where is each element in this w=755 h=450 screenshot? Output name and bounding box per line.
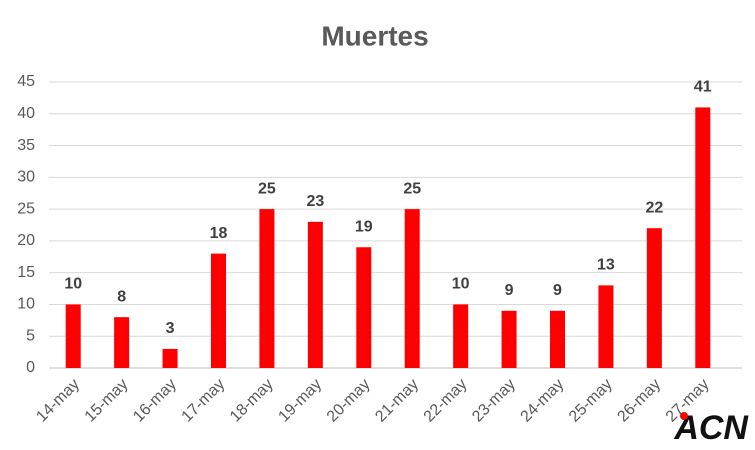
y-tick-label: 5 bbox=[26, 327, 35, 344]
bar bbox=[695, 107, 711, 368]
bar bbox=[646, 228, 662, 368]
value-label: 22 bbox=[645, 199, 663, 216]
value-label: 10 bbox=[64, 276, 82, 293]
value-label: 9 bbox=[553, 282, 562, 299]
x-tick-label: 22-may bbox=[421, 376, 471, 426]
bar bbox=[404, 209, 420, 368]
x-tick-label: 24-may bbox=[518, 376, 568, 426]
x-tick-label: 20-may bbox=[324, 376, 374, 426]
bar bbox=[259, 209, 275, 368]
bar bbox=[550, 310, 565, 368]
x-tick-label: 25-may bbox=[566, 376, 616, 426]
value-label: 3 bbox=[166, 320, 175, 337]
value-label: 8 bbox=[117, 288, 126, 305]
value-label: 41 bbox=[694, 79, 712, 96]
value-label: 19 bbox=[355, 218, 373, 235]
value-label: 18 bbox=[210, 225, 228, 242]
bar bbox=[114, 317, 130, 368]
bar bbox=[598, 285, 614, 368]
bar bbox=[307, 221, 323, 368]
chart-title: Muertes bbox=[321, 20, 428, 51]
y-tick-label: 20 bbox=[17, 232, 35, 249]
x-tick-label: 19-may bbox=[275, 376, 325, 426]
value-label: 25 bbox=[403, 180, 421, 197]
value-label: 9 bbox=[505, 282, 514, 299]
x-tick-label: 17-may bbox=[179, 376, 229, 426]
y-tick-label: 0 bbox=[26, 359, 35, 376]
value-label: 25 bbox=[258, 180, 276, 197]
y-tick-label: 25 bbox=[17, 200, 35, 217]
bar bbox=[162, 348, 178, 368]
value-label: 10 bbox=[452, 276, 470, 293]
x-tick-label: 21-may bbox=[372, 376, 422, 426]
y-tick-label: 30 bbox=[17, 169, 35, 186]
bar bbox=[211, 253, 226, 368]
x-tick-label: 16-may bbox=[130, 376, 180, 426]
y-tick-label: 45 bbox=[17, 73, 35, 90]
x-tick-label: 18-may bbox=[227, 376, 277, 426]
y-tick-label: 15 bbox=[17, 264, 35, 281]
value-label: 13 bbox=[597, 257, 615, 274]
bar bbox=[501, 310, 517, 368]
bar bbox=[453, 304, 469, 368]
x-tick-label: 26-may bbox=[614, 376, 664, 426]
x-tick-label: 23-may bbox=[469, 376, 519, 426]
y-tick-label: 10 bbox=[17, 296, 35, 313]
value-label: 23 bbox=[306, 193, 324, 210]
y-tick-label: 35 bbox=[17, 137, 35, 154]
logo-dot bbox=[680, 412, 688, 420]
y-tick-label: 40 bbox=[17, 105, 35, 122]
x-tick-label: 15-may bbox=[82, 376, 132, 426]
bar bbox=[65, 304, 81, 368]
bar bbox=[356, 247, 372, 368]
x-tick-label: 14-may bbox=[33, 376, 83, 426]
